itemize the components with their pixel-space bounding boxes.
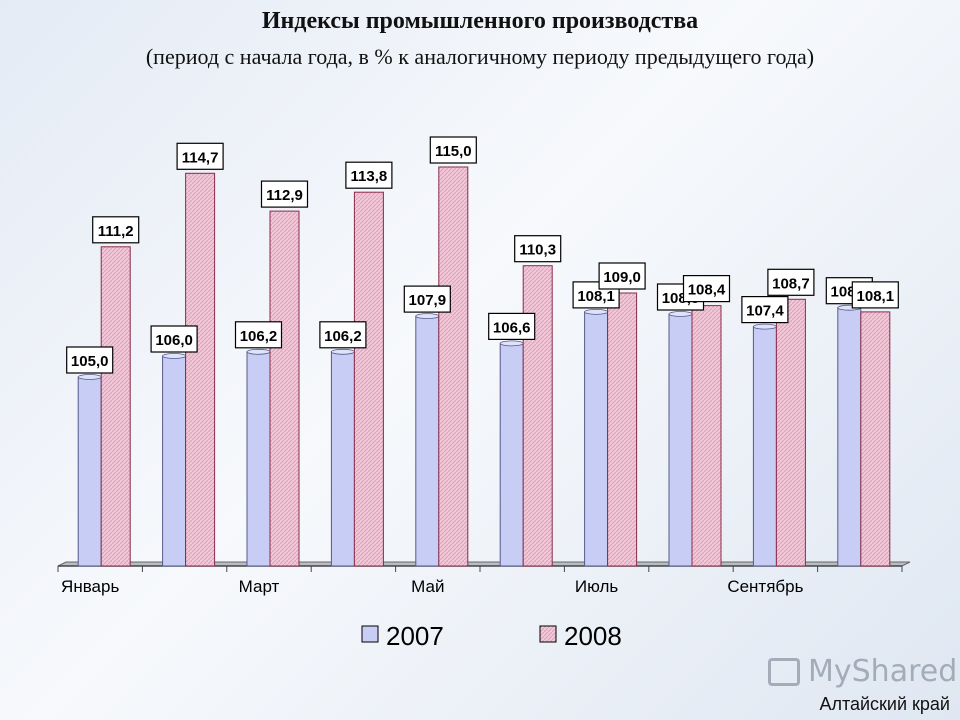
x-tick-label: Январь (61, 577, 119, 596)
bar-2007-top (415, 313, 440, 320)
svg-text:106,6: 106,6 (493, 319, 531, 336)
chart-subtitle: (период с начала года, в % к аналогичном… (145, 44, 815, 69)
bar-2008 (860, 311, 891, 567)
x-tick-label: Май (411, 577, 444, 596)
bar-2008 (269, 210, 300, 567)
svg-text:111,2: 111,2 (98, 223, 134, 240)
svg-text:108,1: 108,1 (577, 288, 615, 305)
svg-text:106,0: 106,0 (155, 332, 193, 349)
svg-text:108,4: 108,4 (688, 282, 726, 299)
bar-2007-top (330, 348, 355, 355)
watermark: MyShared (768, 654, 957, 694)
chart-title: Индексы промышленного производства (261, 8, 699, 34)
region-label: Алтайский край (819, 694, 950, 714)
monitor-icon (768, 658, 800, 686)
bar-2008 (691, 305, 722, 567)
svg-text:108,7: 108,7 (772, 275, 810, 292)
bar-2007 (837, 307, 862, 567)
data-label-2007: 106,0 (150, 325, 198, 353)
bar-2007-top (753, 323, 777, 330)
data-label-2008: 112,9 (260, 180, 309, 208)
x-tick-label: Сентябрь (727, 577, 803, 596)
bar-2007-top (77, 374, 102, 380)
svg-text:105,0: 105,0 (71, 353, 109, 370)
svg-text:114,7: 114,7 (182, 149, 219, 166)
bar-2007 (330, 351, 355, 567)
data-label-2008: 114,7 (176, 142, 224, 170)
data-label-2008: 111,2 (92, 216, 140, 244)
data-label-2007: 106,2 (319, 321, 367, 349)
legend-swatch-2008 (539, 625, 557, 643)
x-tick-label: Июль (575, 577, 619, 596)
bar-2007-top (162, 353, 187, 359)
svg-text:113,8: 113,8 (351, 168, 388, 185)
svg-text:110,3: 110,3 (519, 242, 556, 259)
data-label-2007: 106,2 (234, 321, 283, 349)
bar-2007 (668, 313, 693, 567)
bar-2007 (415, 315, 440, 567)
svg-text:115,0: 115,0 (435, 143, 472, 160)
bar-2008 (353, 191, 384, 567)
bar-2008 (438, 166, 469, 567)
svg-text:106,2: 106,2 (240, 328, 278, 345)
bar-2007 (77, 376, 102, 567)
data-label-2008: 108,4 (682, 275, 731, 303)
svg-text:112,9: 112,9 (266, 187, 303, 204)
data-label-2007: 105,0 (66, 346, 114, 374)
bar-2007 (499, 342, 524, 567)
watermark-text: MyShared (808, 654, 958, 689)
bar-2008 (100, 246, 131, 567)
data-label-2008: 110,3 (514, 235, 562, 263)
svg-text:109,0: 109,0 (603, 269, 641, 286)
bar-2008 (522, 265, 553, 567)
legend: 2007 2008 (361, 621, 622, 651)
data-label-2008: 109,0 (598, 262, 646, 290)
legend-label-2007: 2007 (386, 621, 444, 651)
bar-2007 (246, 351, 271, 567)
svg-text:107,4: 107,4 (746, 303, 784, 320)
legend-label-2008: 2008 (564, 621, 622, 651)
svg-text:107,9: 107,9 (409, 292, 447, 309)
data-label-2007: 107,4 (741, 296, 789, 324)
bar-2008 (775, 298, 806, 567)
bar-2007 (584, 311, 609, 567)
bar-2007-top (668, 311, 693, 317)
data-label-2007: 107,9 (403, 285, 451, 313)
data-label-2007: 106,6 (488, 312, 536, 340)
svg-text:108,1: 108,1 (857, 288, 895, 305)
bar-2007-top (499, 340, 524, 347)
bar-2007-top (246, 348, 271, 355)
svg-text:106,2: 106,2 (324, 328, 362, 345)
data-label-2008: 108,7 (767, 268, 815, 296)
data-label-2008: 113,8 (345, 161, 393, 189)
bar-2007-top (584, 308, 608, 315)
x-tick-label: Март (239, 577, 280, 596)
data-label-2008: 115,0 (429, 136, 477, 164)
bar-2007 (162, 355, 187, 567)
bar-2008 (185, 172, 216, 567)
legend-swatch-2007 (361, 625, 379, 643)
bar-2007 (752, 326, 777, 567)
data-label-2008: 108,1 (851, 281, 899, 309)
data-label-2007: 108,1 (572, 281, 620, 309)
bar-2008 (607, 292, 638, 567)
